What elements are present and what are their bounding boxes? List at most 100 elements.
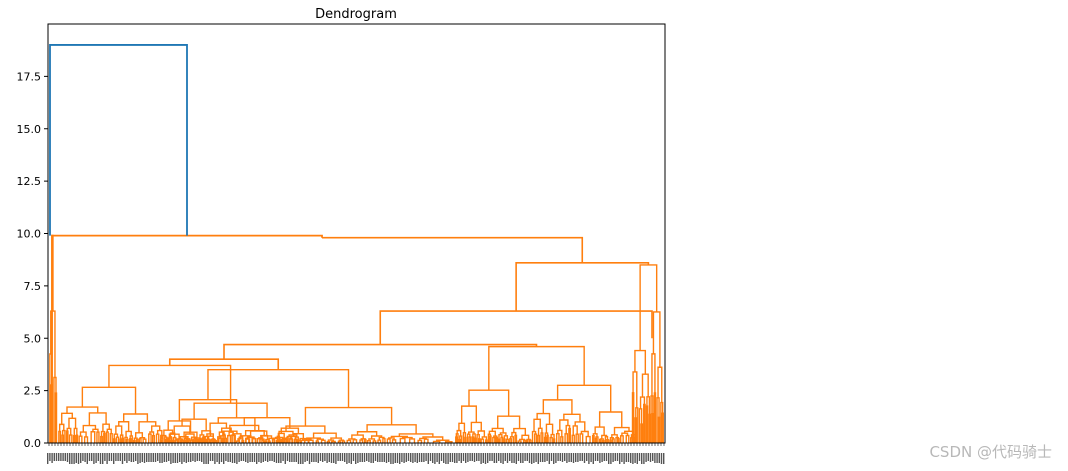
x-leaf-label-154 xyxy=(385,453,388,463)
dendrogram-link-283 xyxy=(511,431,517,437)
x-leaf-label-78 xyxy=(218,453,220,464)
x-leaf-label-82 xyxy=(227,453,229,462)
x-leaf-label-35 xyxy=(124,453,126,461)
y-tick-label-2: 5.0 xyxy=(24,332,42,345)
dendrogram-link-383 xyxy=(49,44,188,236)
x-leaf-label-119 xyxy=(308,453,311,464)
x-leaf-label-222 xyxy=(535,453,537,462)
x-leaf-label-187 xyxy=(458,453,460,461)
x-leaf-label-208 xyxy=(504,453,506,461)
x-leaf-label-197 xyxy=(480,453,482,464)
dendrogram-link-215 xyxy=(363,438,367,443)
x-leaf-label-88 xyxy=(240,453,242,461)
dendrogram-link-164 xyxy=(241,439,245,443)
x-leaf-label-141 xyxy=(357,453,359,463)
x-leaf-label-193 xyxy=(471,453,473,461)
dendrogram-link-288 xyxy=(528,439,532,443)
x-leaf-label-126 xyxy=(324,453,326,461)
x-leaf-label-23 xyxy=(97,453,99,461)
dendrogram-link-223 xyxy=(378,436,385,441)
x-leaf-label-259 xyxy=(616,453,619,461)
dendrogram-link-56 xyxy=(155,433,160,443)
dendrogram-link-61 xyxy=(123,413,149,422)
x-leaf-label-109 xyxy=(286,453,289,461)
dendrogram-link-237 xyxy=(444,441,453,443)
x-leaf-label-198 xyxy=(482,453,484,463)
dendrogram-link-222 xyxy=(382,437,386,443)
x-leaf-label-142 xyxy=(359,453,361,462)
dendrogram-link-140 xyxy=(191,440,195,443)
x-leaf-label-98 xyxy=(262,453,264,462)
x-leaf-label-144 xyxy=(363,453,366,462)
dendrogram-link-155 xyxy=(217,436,222,443)
x-leaf-label-226 xyxy=(544,453,546,462)
x-leaf-label-2 xyxy=(51,453,53,463)
dendrogram-link-8 xyxy=(58,423,65,432)
dendrogram-link-306 xyxy=(545,423,554,435)
dendrogram-link-249 xyxy=(464,436,467,443)
x-leaf-label-133 xyxy=(339,453,341,461)
dendrogram-link-204 xyxy=(327,439,335,442)
dendrogram-link-123 xyxy=(160,437,164,443)
y-tick-label-5: 12.5 xyxy=(17,175,42,188)
dendrogram-link-194 xyxy=(278,430,294,438)
x-leaf-label-27 xyxy=(106,453,108,464)
x-leaf-label-256 xyxy=(610,453,612,464)
dendrogram-link-276 xyxy=(505,438,509,443)
x-leaf-label-231 xyxy=(555,453,557,463)
x-leaf-label-111 xyxy=(291,453,293,462)
x-leaf-label-202 xyxy=(491,453,493,461)
x-leaf-label-240 xyxy=(575,453,577,462)
dendrogram-link-34 xyxy=(115,436,120,443)
x-leaf-label-90 xyxy=(245,453,247,462)
dendrogram-link-260 xyxy=(480,438,485,443)
dendrogram-link-379 xyxy=(515,262,650,312)
x-leaf-label-279 xyxy=(660,453,663,464)
x-leaf-label-37 xyxy=(128,453,130,461)
x-leaf-label-121 xyxy=(313,453,315,462)
x-leaf-label-46 xyxy=(148,453,150,462)
dendrogram-link-339 xyxy=(615,436,620,443)
x-leaf-label-235 xyxy=(564,453,566,461)
x-leaf-label-278 xyxy=(658,453,660,463)
dendrogram-link-366 xyxy=(650,395,654,443)
x-leaf-label-194 xyxy=(473,453,476,462)
x-leaf-label-62 xyxy=(183,453,185,462)
x-leaf-label-234 xyxy=(561,453,564,462)
dendrogram-link-37 xyxy=(121,437,125,443)
dendrogram-link-296 xyxy=(537,434,541,443)
x-leaf-label-87 xyxy=(238,453,240,462)
x-leaf-label-220 xyxy=(531,453,533,464)
x-leaf-label-30 xyxy=(113,453,115,464)
x-leaf-label-158 xyxy=(394,453,396,463)
x-leaf-label-261 xyxy=(621,453,623,462)
x-leaf-label-74 xyxy=(209,453,212,461)
x-leaf-label-11 xyxy=(71,453,73,464)
x-leaf-label-166 xyxy=(412,453,414,463)
x-leaf-label-267 xyxy=(634,453,636,463)
dendrogram-link-244 xyxy=(455,436,458,443)
dendrogram-link-149 xyxy=(203,438,207,443)
x-leaf-label-227 xyxy=(546,453,548,461)
x-leaf-label-161 xyxy=(401,453,403,462)
dendrogram-link-20 xyxy=(90,431,96,443)
x-leaf-label-248 xyxy=(592,453,594,464)
dendrogram-link-198 xyxy=(315,440,319,443)
x-leaf-label-255 xyxy=(608,453,610,464)
dendrogram-link-60 xyxy=(138,421,157,433)
x-leaf-label-150 xyxy=(377,453,379,462)
dendrogram-link-376 xyxy=(168,358,280,370)
x-leaf-label-192 xyxy=(469,453,471,461)
dendrogram-link-192 xyxy=(294,436,299,441)
dendrogram-link-363 xyxy=(641,373,649,398)
dendrogram-link-13 xyxy=(75,434,79,443)
plot-frame xyxy=(47,23,666,444)
dendrogram-link-226 xyxy=(386,438,391,443)
x-leaf-label-209 xyxy=(506,453,509,463)
dendrogram-link-311 xyxy=(564,433,569,443)
x-leaf-label-64 xyxy=(187,453,190,462)
x-leaf-label-0 xyxy=(47,453,49,464)
x-leaf-label-77 xyxy=(216,453,218,462)
y-tick-label-1: 2.5 xyxy=(24,385,42,398)
dendrogram-link-36 xyxy=(119,438,122,443)
